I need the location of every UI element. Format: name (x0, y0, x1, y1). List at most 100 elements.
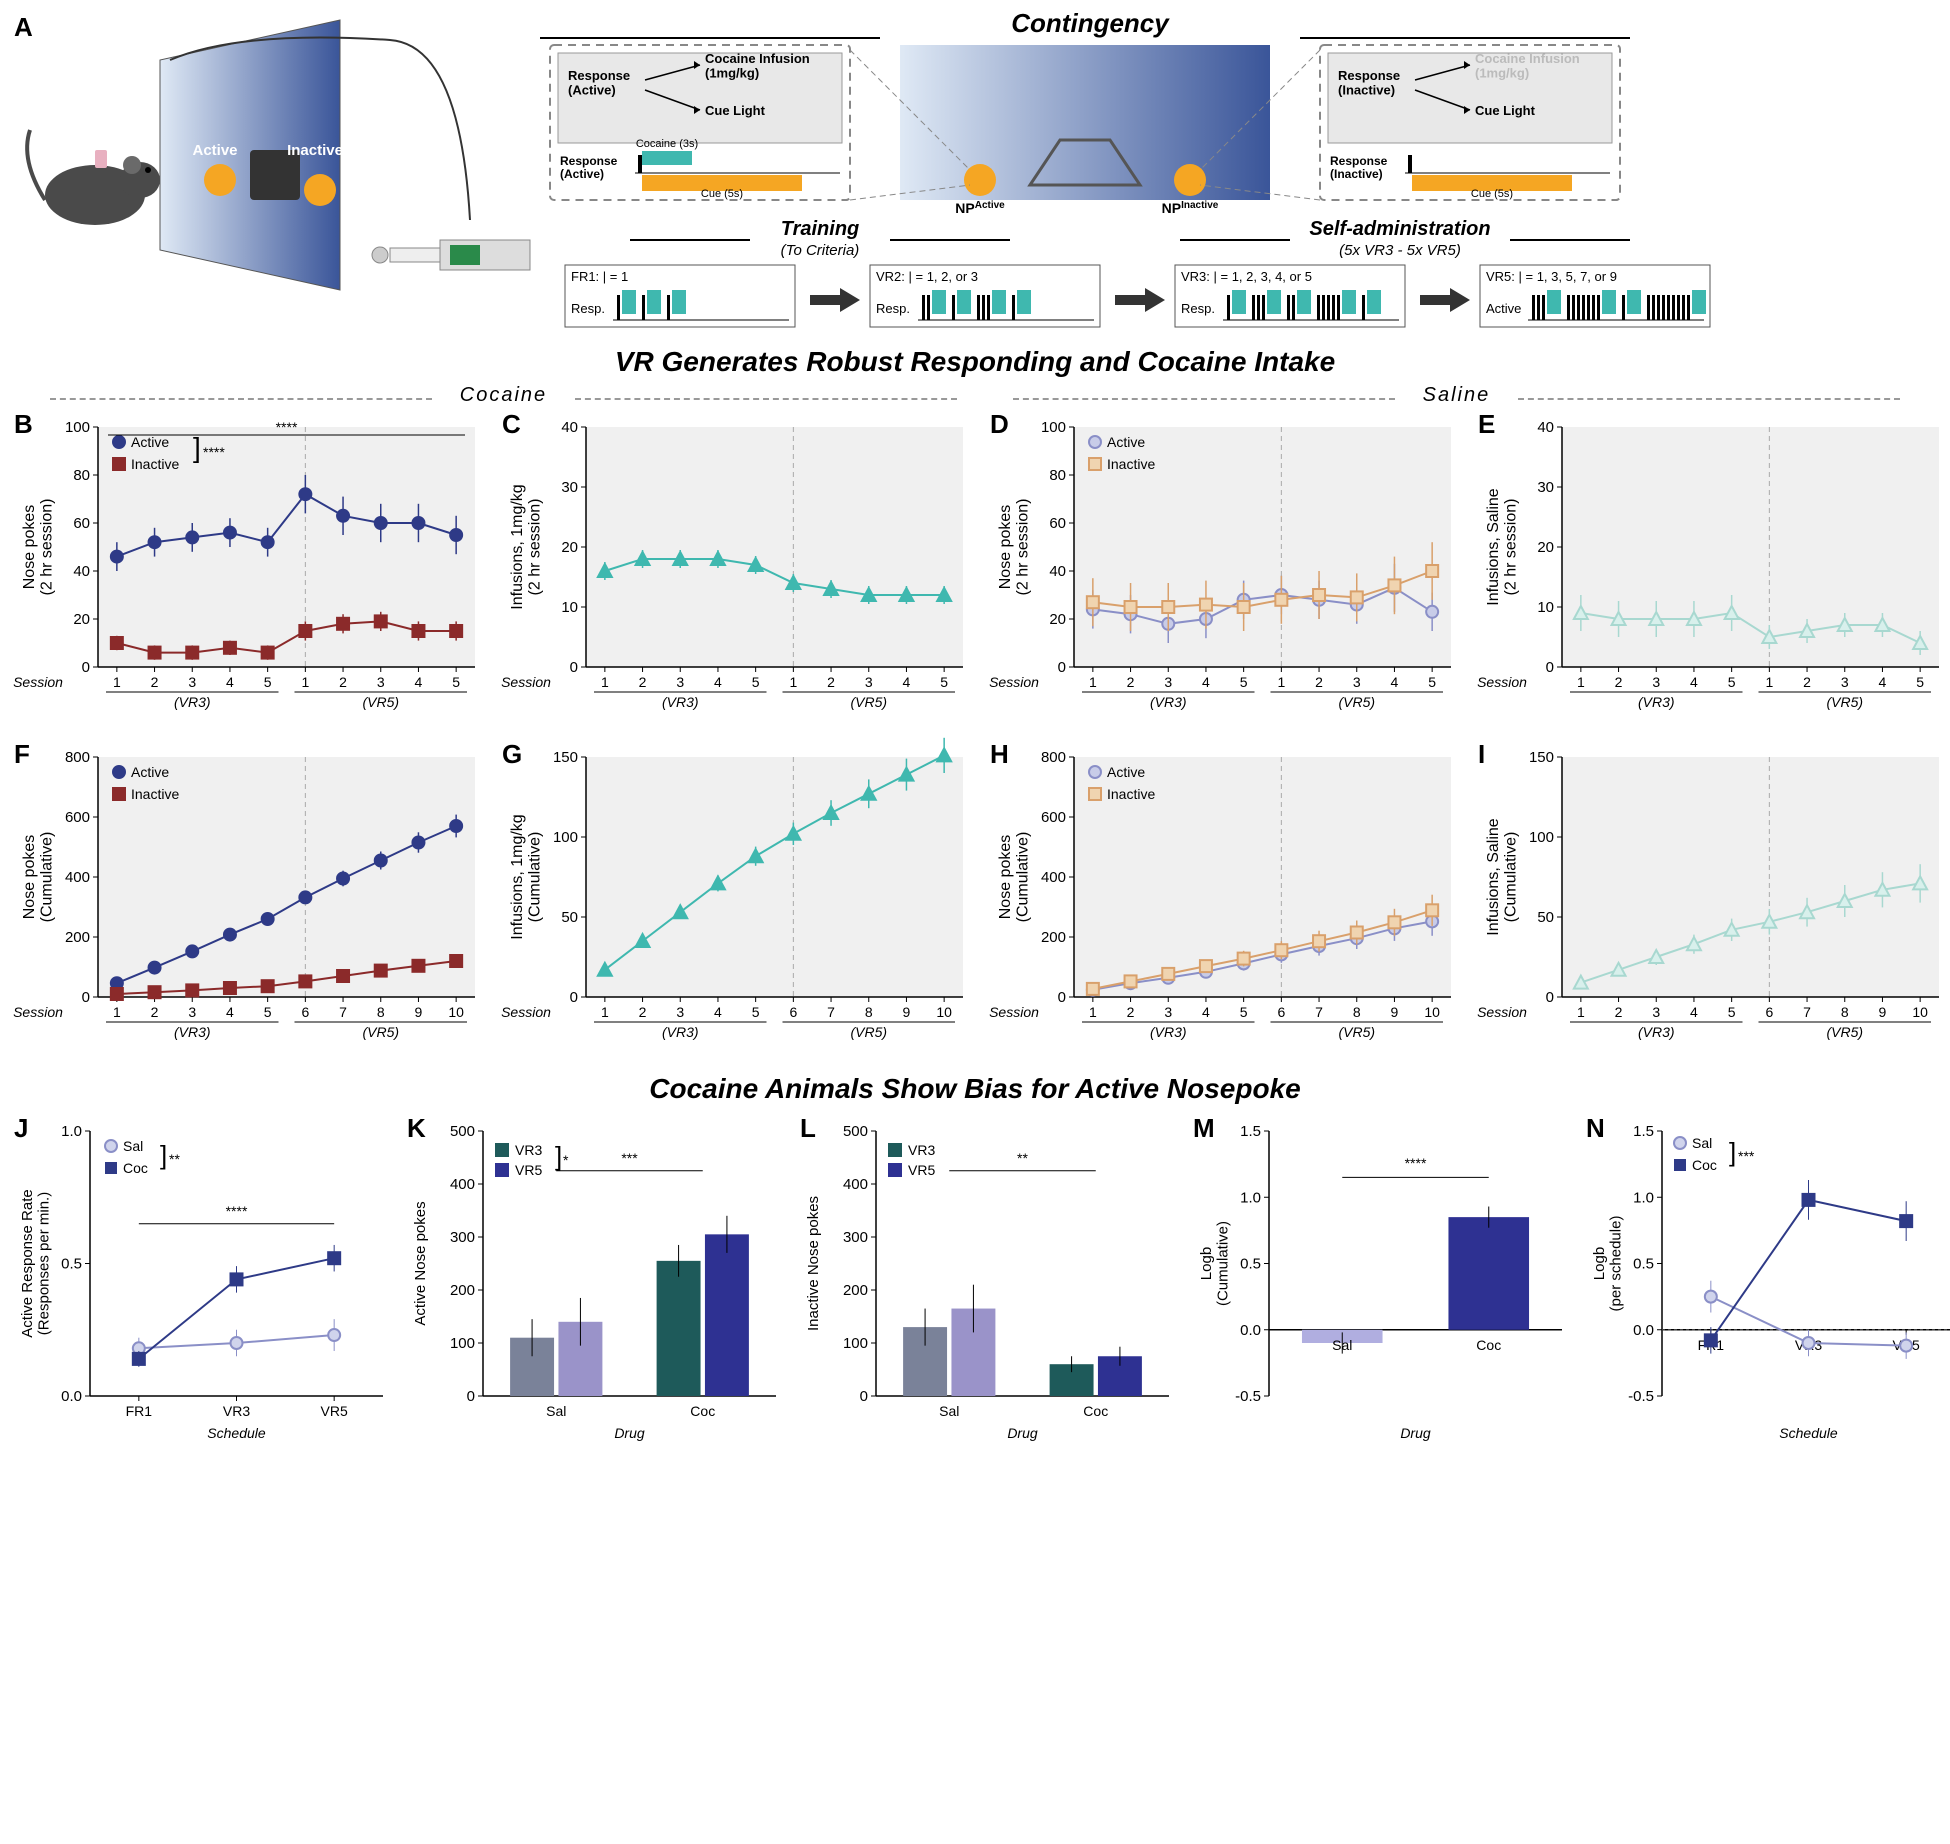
svg-text:5: 5 (1916, 674, 1924, 690)
panel-G: G05010015012345678910(VR3)(VR5)SessionIn… (498, 737, 978, 1067)
svg-text:50: 50 (561, 909, 578, 926)
svg-text:****: **** (1405, 1155, 1427, 1171)
svg-text:Response(Inactive): Response(Inactive) (1330, 154, 1388, 181)
svg-text:Drug: Drug (1400, 1425, 1431, 1441)
panel-D: D0204060801001234512345(VR3)(VR5)Session… (986, 407, 1466, 737)
svg-text:10: 10 (1912, 1004, 1928, 1020)
svg-text:Active Response Rate(Responses: Active Response Rate(Responses per min.) (19, 1189, 53, 1337)
svg-text:5: 5 (1728, 674, 1736, 690)
svg-text:(VR3): (VR3) (174, 694, 211, 710)
svg-text:150: 150 (1529, 749, 1554, 766)
svg-text:VR3: VR3 (908, 1142, 935, 1158)
svg-text:1: 1 (113, 674, 121, 690)
svg-text:****: **** (226, 1203, 248, 1219)
svg-text:VR3: VR3 (515, 1142, 542, 1158)
svg-text:60: 60 (1049, 515, 1066, 532)
svg-text:1.0: 1.0 (1633, 1189, 1654, 1206)
svg-text:1: 1 (601, 674, 609, 690)
panel-label-A: A (14, 12, 33, 43)
svg-text:VR5: VR5 (321, 1403, 348, 1419)
svg-text:80: 80 (1049, 467, 1066, 484)
svg-text:400: 400 (843, 1176, 868, 1193)
svg-text:40: 40 (561, 419, 578, 436)
figure-root: A ContingencyActiveInactiveResponse(Acti… (10, 10, 1940, 1451)
svg-text:Inactive: Inactive (1107, 786, 1155, 802)
svg-text:200: 200 (65, 929, 90, 946)
svg-text:7: 7 (1803, 1004, 1811, 1020)
svg-text:Active: Active (192, 142, 237, 159)
svg-text:7: 7 (827, 1004, 835, 1020)
svg-text:Drug: Drug (1007, 1425, 1038, 1441)
svg-text:100: 100 (65, 419, 90, 436)
svg-text:Self-administration: Self-administration (1309, 218, 1490, 240)
svg-text:5: 5 (452, 674, 460, 690)
panel-H: H020040060080012345678910(VR3)(VR5)Sessi… (986, 737, 1466, 1067)
svg-text:Resp.: Resp. (876, 301, 910, 316)
svg-text:0: 0 (570, 659, 578, 676)
svg-text:5: 5 (264, 674, 272, 690)
svg-text:600: 600 (1041, 809, 1066, 826)
svg-text:0: 0 (1058, 989, 1066, 1006)
svg-text:Nose pokes(2 hr session): Nose pokes(2 hr session) (21, 499, 56, 596)
svg-text:0.0: 0.0 (1633, 1322, 1654, 1339)
svg-text:***: *** (1738, 1148, 1755, 1164)
svg-text:9: 9 (903, 1004, 911, 1020)
svg-text:(VR5): (VR5) (362, 694, 399, 710)
svg-text:100: 100 (450, 1335, 475, 1352)
svg-text:Active: Active (1107, 764, 1145, 780)
panel-L: L0100200300400500Inactive Nose pokesSalC… (796, 1111, 1181, 1451)
svg-text:3: 3 (676, 674, 684, 690)
svg-text:6: 6 (1765, 1004, 1773, 1020)
svg-text:3: 3 (865, 674, 873, 690)
svg-text:(VR5): (VR5) (362, 1024, 399, 1040)
svg-text:Inactive: Inactive (287, 142, 343, 159)
svg-text:30: 30 (561, 479, 578, 496)
svg-text:400: 400 (65, 869, 90, 886)
svg-text:0: 0 (82, 989, 90, 1006)
svg-text:0: 0 (467, 1388, 475, 1405)
svg-text:*: * (563, 1152, 569, 1168)
svg-text:10: 10 (1424, 1004, 1440, 1020)
svg-text:4: 4 (714, 1004, 722, 1020)
svg-text:(VR3): (VR3) (1638, 694, 1675, 710)
svg-text:7: 7 (339, 1004, 347, 1020)
svg-text:2: 2 (1803, 674, 1811, 690)
svg-text:]: ] (160, 1140, 167, 1170)
svg-text:6: 6 (789, 1004, 797, 1020)
svg-text:Response(Active): Response(Active) (560, 154, 618, 181)
sub-cocaine: Cocaine (440, 384, 567, 407)
svg-text:20: 20 (1537, 539, 1554, 556)
svg-text:2: 2 (639, 1004, 647, 1020)
svg-text:***: *** (621, 1150, 638, 1166)
panel-A: A ContingencyActiveInactiveResponse(Acti… (10, 10, 1940, 340)
svg-text:10: 10 (448, 1004, 464, 1020)
svg-text:(To Criteria): (To Criteria) (781, 242, 860, 259)
svg-text:Schedule: Schedule (1779, 1425, 1838, 1441)
svg-text:(VR5): (VR5) (1338, 1024, 1375, 1040)
svg-text:6: 6 (1277, 1004, 1285, 1020)
svg-text:Nose pokes(2 hr session): Nose pokes(2 hr session) (997, 499, 1032, 596)
svg-text:3: 3 (676, 1004, 684, 1020)
svg-text:VR3: | = 1, 2, 3, 4, or 5: VR3: | = 1, 2, 3, 4, or 5 (1181, 269, 1312, 284)
svg-text:Inactive Nose pokes: Inactive Nose pokes (805, 1196, 822, 1331)
svg-text:0: 0 (1546, 659, 1554, 676)
svg-text:400: 400 (1041, 869, 1066, 886)
svg-text:]: ] (193, 432, 201, 463)
svg-text:(VR5): (VR5) (1338, 694, 1375, 710)
svg-text:100: 100 (1529, 829, 1554, 846)
panel-I: I05010015012345678910(VR3)(VR5)SessionIn… (1474, 737, 1950, 1067)
svg-text:2: 2 (1315, 674, 1323, 690)
svg-text:NPActive: NPActive (955, 200, 1005, 217)
svg-text:500: 500 (450, 1123, 475, 1140)
svg-text:Infusions, Saline(Cumulative): Infusions, Saline(Cumulative) (1485, 818, 1520, 936)
svg-text:1: 1 (1765, 674, 1773, 690)
svg-text:4: 4 (226, 674, 234, 690)
svg-text:Active: Active (1486, 301, 1521, 316)
svg-text:Nose pokes(Cumulative): Nose pokes(Cumulative) (21, 832, 56, 923)
svg-text:FR1: | = 1: FR1: | = 1 (571, 269, 628, 284)
svg-text:1: 1 (1577, 1004, 1585, 1020)
svg-text:150: 150 (553, 749, 578, 766)
svg-text:300: 300 (450, 1229, 475, 1246)
svg-text:2: 2 (1127, 1004, 1135, 1020)
svg-text:Resp.: Resp. (571, 301, 605, 316)
